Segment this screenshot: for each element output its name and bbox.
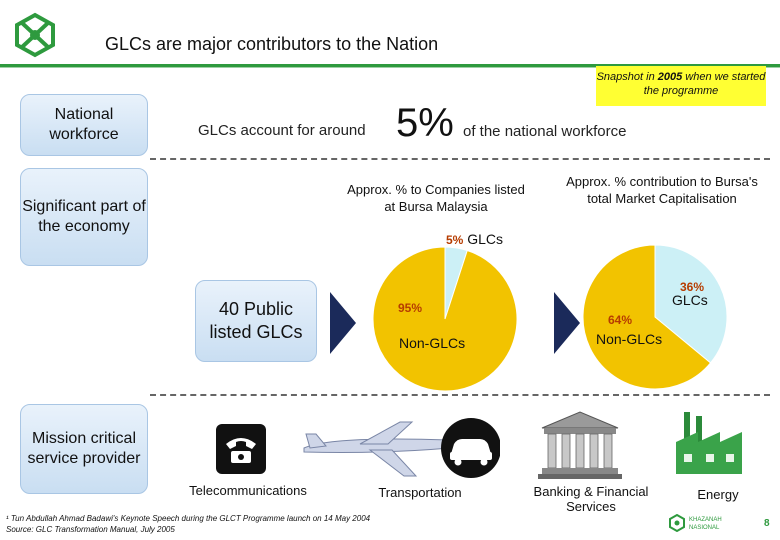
pie-slice-non-glcs: [372, 246, 518, 392]
pie-slice-non-glcs: [582, 244, 712, 390]
label-significant-economy: Significant part of the economy: [20, 168, 148, 266]
pie1-title: Approx. % to Companies listed at Bursa M…: [347, 182, 525, 214]
page-title: GLCs are major contributors to the Natio…: [105, 34, 439, 54]
snapshot-year: 2005: [657, 71, 683, 83]
title-divider: [0, 64, 780, 67]
snapshot-text-post: when we started the programme: [643, 71, 766, 97]
pie-chart-market-cap: [582, 244, 728, 390]
divider-dashed-2: [150, 394, 770, 396]
arrow-right-icon: [330, 292, 356, 354]
pie1-nonglcs-label: Non-GLCs: [399, 335, 466, 351]
workforce-value: 5%: [396, 101, 454, 145]
pie1-glcs-value: 5%: [446, 233, 464, 247]
snapshot-note: Snapshot in 2005 when we started the pro…: [596, 66, 766, 106]
divider-dashed-1: [150, 158, 770, 160]
workforce-suffix: of the national workforce: [463, 123, 627, 140]
airplane-car-icon: [303, 418, 500, 478]
sector-telecommunications: Telecommunications: [189, 483, 307, 498]
pie1-glcs-label: GLCs: [467, 231, 504, 247]
arrow-right-icon: [554, 292, 580, 354]
footnote-speech: ¹ Tun Abdullah Ahmad Badawi's Keynote Sp…: [6, 514, 371, 523]
pie1-glcs-legend: 5% GLCs: [446, 231, 503, 247]
power-plant-icon: [676, 412, 742, 474]
pie2-title: Approx. % contribution to Bursa's total …: [566, 174, 758, 206]
page-number: 8: [764, 518, 770, 529]
bank-icon: [538, 411, 622, 479]
khazanah-small-logo-icon: [669, 514, 685, 532]
pie2-glcs-value: 36%: [680, 280, 705, 294]
snapshot-text-pre: Snapshot in: [596, 71, 658, 83]
pie2-nonglcs-value: 64%: [608, 313, 633, 327]
sector-energy: Energy: [697, 487, 739, 502]
sector-banking: Banking & Financial Services: [533, 484, 649, 514]
title-divider-shadow: [0, 67, 780, 68]
label-mission-critical: Mission critical service provider: [20, 404, 148, 494]
public-glcs-box: 40 Public listed GLCs: [195, 280, 317, 362]
pie1-nonglcs-value: 95%: [398, 301, 423, 315]
pie2-glcs-label: GLCs: [672, 292, 708, 308]
pie-slice-glcs: [654, 244, 728, 364]
khazanah-logo-icon: [15, 12, 55, 58]
workforce-prefix: GLCs account for around: [198, 122, 366, 139]
pie-chart-listed-companies: [372, 246, 518, 392]
brand-name: KHAZANAH NASIONAL: [689, 517, 722, 531]
footnote-source: Source: GLC Transformation Manual, July …: [6, 525, 175, 534]
sector-transportation: Transportation: [378, 485, 462, 500]
telephone-icon: [216, 424, 266, 474]
label-national-workforce: National workforce: [20, 94, 148, 156]
pie2-nonglcs-label: Non-GLCs: [596, 331, 663, 347]
